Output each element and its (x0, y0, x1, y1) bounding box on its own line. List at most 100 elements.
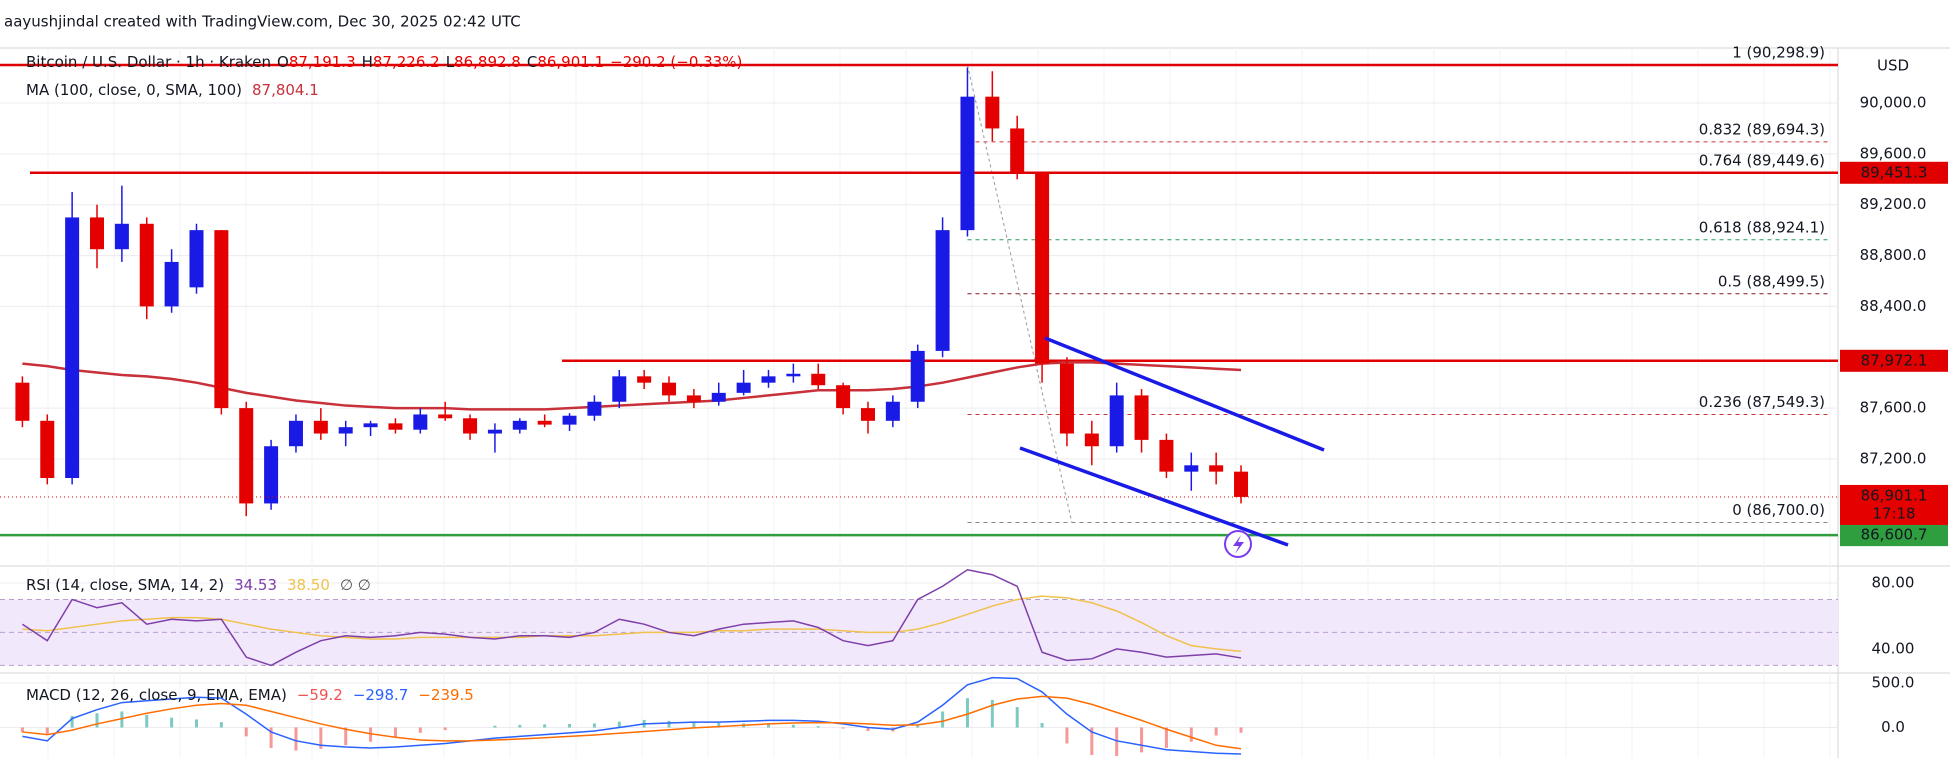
macd-hist-bar (941, 711, 945, 728)
macd-hist-bar (518, 724, 522, 728)
macd-hist-bar (369, 727, 373, 742)
macd-hist-bar (592, 723, 596, 728)
macd-hist-bar (393, 727, 397, 738)
candle-body (1134, 395, 1149, 440)
candle-body (40, 420, 55, 479)
y-tick-label: 90,000.0 (1860, 94, 1927, 112)
macd-hist-bar (120, 711, 124, 728)
macd-hist-bar (145, 715, 149, 728)
candle-body (1010, 128, 1025, 173)
candle-body (512, 420, 527, 430)
candle-body (164, 261, 179, 307)
candle-body (786, 373, 801, 377)
candle-body (885, 401, 900, 421)
legend-part: H (362, 53, 373, 71)
candle-body (487, 429, 502, 434)
legend-part: 86,892.8 (454, 53, 521, 71)
macd-hist-bar (1140, 727, 1144, 753)
macd-hist-bar (20, 727, 24, 732)
legend-part: 87,226.2 (373, 53, 440, 71)
macd-hist-bar (791, 724, 795, 728)
fib-label: 0.832 (89,694.3) (1699, 120, 1825, 138)
y-tick-label: 500.0 (1872, 674, 1915, 692)
fib-label: 0.236 (87,549.3) (1699, 393, 1825, 411)
legend-part: O (277, 53, 289, 71)
macd-hist-bar (1015, 707, 1019, 728)
macd-hist-bar (1065, 727, 1069, 744)
price-tag (1840, 161, 1948, 184)
macd-hist-bar (692, 721, 696, 728)
legend-part: 38.50 (287, 576, 330, 594)
macd-hist-bar (244, 727, 248, 737)
candle-body (960, 96, 975, 231)
candle-body (338, 427, 353, 434)
macd-hist-bar (717, 723, 721, 728)
trendline (1019, 446, 1289, 547)
candle-body (313, 420, 328, 434)
candle-body (736, 382, 751, 393)
candle-body (288, 420, 303, 447)
candle-body (537, 420, 552, 425)
legend-part: RSI (14, close, SMA, 14, 2) (26, 576, 224, 594)
last-price-label: 86,901.1 (1861, 486, 1928, 504)
legend-part: 87,804.1 (252, 81, 319, 99)
legend-part: MACD (12, 26, close, 9, EMA, EMA) (26, 686, 287, 704)
macd-hist-bar (1164, 727, 1168, 748)
legend: Bitcoin / U.S. Dollar · 1h · Kraken O87,1… (26, 53, 742, 71)
macd-hist-bar (1115, 727, 1119, 756)
candle-body (1035, 172, 1050, 364)
candle-body (686, 395, 701, 402)
macd-hist-bar (319, 727, 323, 749)
legend-part: MA (100, close, 0, SMA, 100) (26, 81, 242, 99)
macd-hist-bar (294, 727, 298, 751)
y-tick-label: 40.00 (1872, 639, 1915, 657)
y-tick-label: 87,200.0 (1860, 449, 1927, 467)
candle-body (1234, 471, 1249, 497)
price-tag (1840, 349, 1948, 372)
macd-hist-bar (170, 717, 174, 728)
candle-body (985, 96, 1000, 129)
macd-hist-bar (866, 727, 870, 732)
macd-hist-bar (1090, 727, 1094, 756)
candle-body (1159, 439, 1174, 472)
macd-hist-bar (990, 699, 994, 728)
candle-body (363, 423, 378, 428)
y-tick-label: 89,200.0 (1860, 195, 1927, 213)
y-tick-label: 88,400.0 (1860, 297, 1927, 315)
candle-body (114, 223, 129, 250)
macd-hist-bar (1214, 727, 1218, 736)
price-tag-label: 89,451.3 (1861, 163, 1928, 181)
legend-part: 34.53 (234, 576, 277, 594)
candle-body (90, 217, 105, 250)
y-tick-label: 87,600.0 (1860, 399, 1927, 417)
price-tag-label: 86,600.7 (1861, 526, 1928, 544)
macd-hist-bar (543, 724, 547, 728)
legend-part: 86,901.1 (537, 53, 604, 71)
legend-part: −239.5 (418, 686, 474, 704)
rsi-line (21, 568, 1242, 667)
legend-part: −298.7 (353, 686, 409, 704)
candle-body (65, 217, 80, 479)
macd-hist-bar (443, 727, 447, 731)
macd-hist-bar (965, 698, 969, 728)
y-tick-label: 0.0 (1881, 718, 1905, 736)
fib-label: 0.618 (88,924.1) (1699, 218, 1825, 236)
macd-hist-bar (568, 723, 572, 728)
candle-body (239, 408, 254, 504)
candle-body (214, 230, 229, 409)
rsi-ma-line (22, 595, 1242, 653)
macd-hist-bar (841, 727, 845, 729)
macd-hist-bar (667, 720, 671, 728)
trendline (1044, 336, 1325, 452)
macd-hist-bar (916, 724, 920, 728)
candle-body (139, 223, 154, 307)
y-tick-label: 80.00 (1872, 573, 1915, 591)
candle-body (811, 373, 826, 386)
macd-hist-bar (219, 722, 223, 728)
macd-hist-bar (418, 727, 422, 733)
legend: MACD (12, 26, close, 9, EMA, EMA) −59.2 −2… (26, 686, 474, 704)
candle-body (836, 385, 851, 409)
candle-body (761, 376, 776, 383)
